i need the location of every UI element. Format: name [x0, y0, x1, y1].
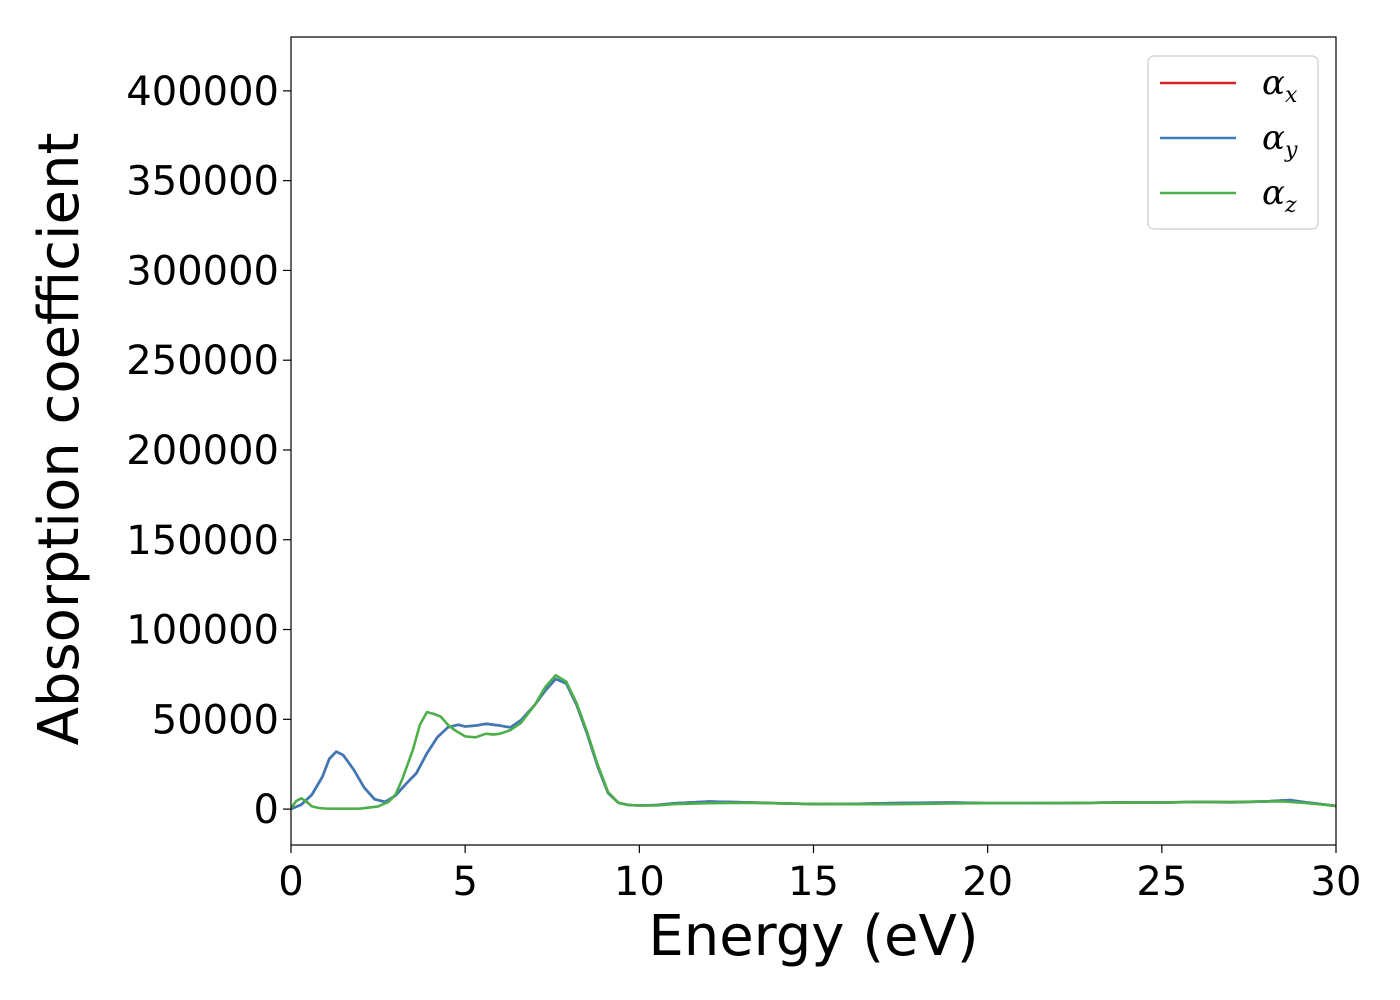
y-tick-label: 200000 — [126, 428, 279, 474]
series-line-z — [291, 674, 1336, 810]
plot-area — [291, 674, 1336, 811]
x-tick-label: 0 — [278, 859, 303, 905]
series-line-x — [291, 677, 1336, 811]
x-tick-label: 30 — [1311, 859, 1362, 905]
legend-label-x: αx — [1262, 63, 1298, 108]
series-line-y — [291, 677, 1336, 811]
y-tick-label: 250000 — [126, 338, 279, 384]
x-tick-label: 15 — [788, 859, 839, 905]
x-tick-label: 25 — [1136, 859, 1187, 905]
y-axis: 0 50000 100000 150000 200000 250000 300000 3500… — [126, 69, 291, 833]
x-axis: 0 5 10 15 20 25 30 — [278, 845, 1361, 905]
y-tick-label: 50000 — [152, 697, 279, 743]
legend-label-y: αy — [1262, 118, 1298, 163]
y-tick-label: 150000 — [126, 518, 279, 564]
legend: αx αy αz — [1147, 55, 1319, 230]
legend-box — [1147, 55, 1319, 230]
y-tick-label: 350000 — [126, 159, 279, 205]
y-tick-label: 300000 — [126, 248, 279, 294]
x-tick-label: 20 — [962, 859, 1013, 905]
x-axis-label: Energy (eV) — [648, 904, 978, 969]
x-tick-label: 10 — [614, 859, 665, 905]
y-tick-label: 400000 — [126, 69, 279, 115]
y-tick-label: 100000 — [126, 608, 279, 654]
y-tick-label: 0 — [254, 787, 279, 833]
x-tick-label: 5 — [452, 859, 477, 905]
y-axis-label: Absorption coefficient — [27, 133, 92, 746]
legend-label-z: αz — [1262, 173, 1297, 218]
